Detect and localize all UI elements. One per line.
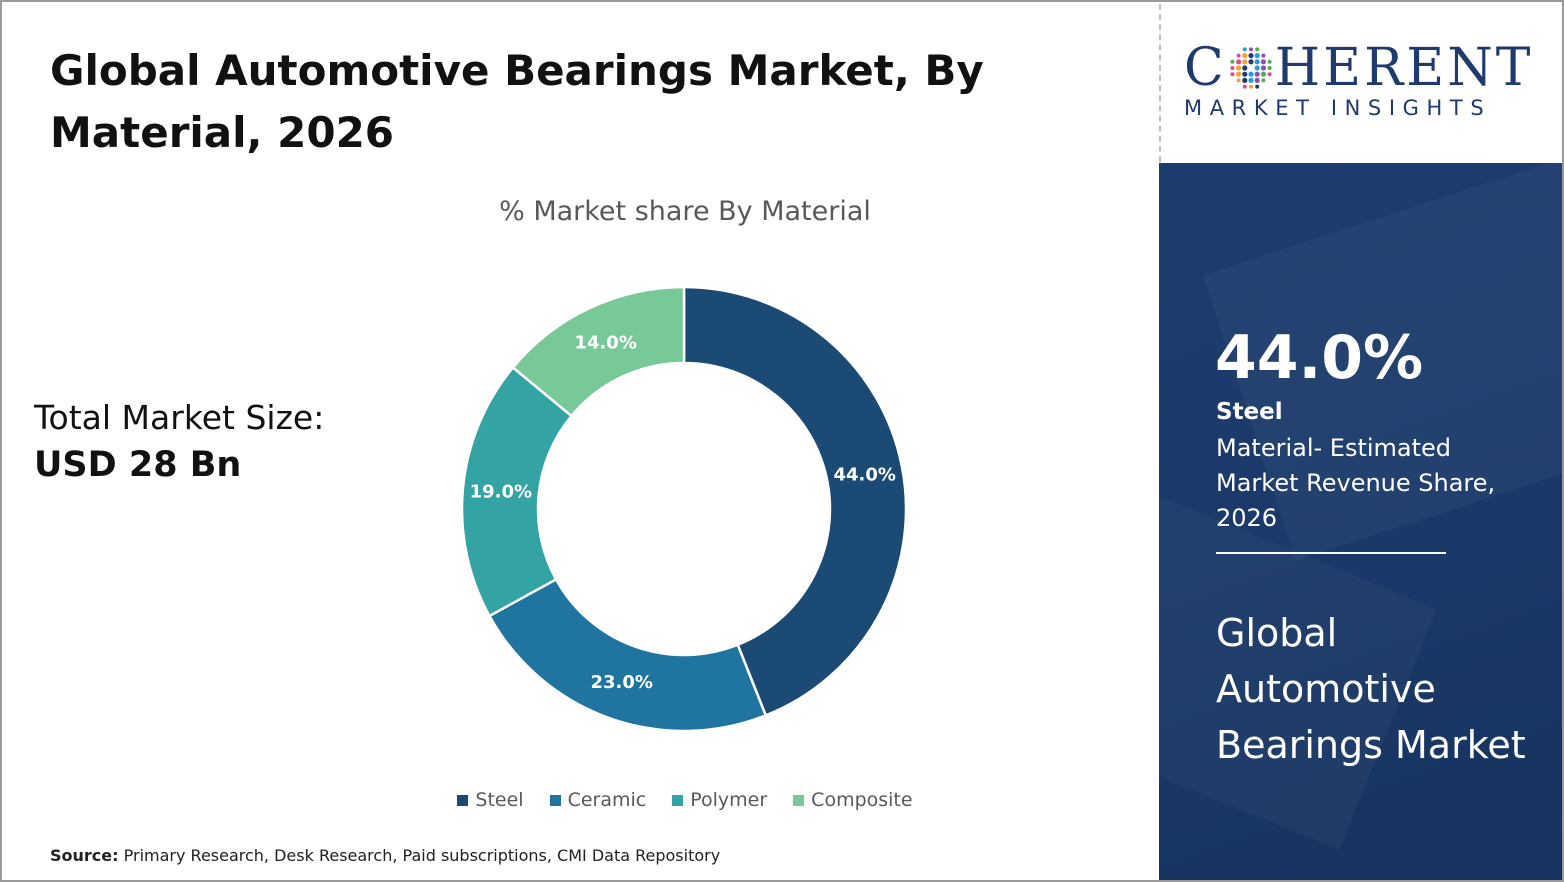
logo-dot	[1261, 53, 1266, 58]
logo-dot	[1248, 53, 1254, 59]
market-size-value: USD 28 Bn	[34, 445, 242, 485]
legend-label-polymer: Polymer	[690, 789, 768, 811]
logo-dot	[1235, 65, 1241, 71]
logo-dot	[1260, 59, 1266, 65]
logo-dot	[1267, 72, 1272, 77]
logo-dot	[1236, 78, 1241, 83]
highlight-description: Material- Estimated Market Revenue Share…	[1216, 434, 1496, 532]
logo-dot	[1230, 72, 1235, 77]
logo-dot	[1254, 84, 1259, 89]
legend-label-ceramic: Ceramic	[567, 789, 647, 811]
donut-label-composite: 14.0%	[574, 333, 636, 354]
logo-dot	[1248, 84, 1253, 89]
legend-swatch-steel	[457, 794, 469, 806]
highlight-market-name: Global Automotive Bearings Market	[1216, 611, 1526, 767]
logo-dot	[1248, 71, 1254, 77]
logo-dot	[1241, 59, 1248, 65]
market-size-label: Total Market Size:	[34, 398, 325, 437]
logo-letters-herent: HERENT	[1274, 38, 1534, 98]
logo-dot	[1230, 66, 1235, 70]
source-note: Source: Primary Research, Desk Research,…	[50, 846, 720, 865]
donut-label-polymer: 19.0%	[470, 482, 532, 503]
highlight-divider	[1216, 552, 1446, 554]
logo-dot	[1261, 78, 1266, 83]
logo-dot	[1242, 84, 1247, 89]
company-logo: C HERENT MARKET INSIGHTS	[1184, 40, 1533, 120]
legend-item-steel: Steel	[457, 789, 524, 811]
legend-label-composite: Composite	[811, 789, 913, 811]
dashed-divider	[1159, 4, 1161, 162]
logo-dot	[1235, 59, 1241, 65]
logo-dot	[1254, 77, 1260, 83]
legend-label-steel: Steel	[475, 789, 524, 811]
donut-label-ceramic: 23.0%	[590, 672, 652, 693]
legend-swatch-composite	[793, 794, 805, 806]
market-size-block: Total Market Size: USD 28 Bn	[34, 396, 324, 490]
highlight-percent: 44.0%	[1215, 323, 1424, 393]
logo-dot	[1242, 47, 1247, 52]
logo-dot	[1241, 53, 1248, 59]
logo-dot	[1267, 66, 1272, 70]
page-title: Global Automotive Bearings Market, By Ma…	[50, 46, 984, 157]
logo-dot	[1241, 77, 1248, 83]
chart-legend: Steel Ceramic Polymer Composite	[380, 789, 990, 811]
logo-dot	[1260, 71, 1266, 77]
chart-title: % Market share By Material	[499, 196, 871, 227]
logo-dot	[1236, 53, 1241, 58]
logo-dot	[1241, 71, 1248, 77]
logo-dot	[1248, 77, 1254, 83]
legend-swatch-ceramic	[549, 794, 561, 806]
logo-dot	[1248, 47, 1253, 52]
legend-item-polymer: Polymer	[672, 789, 767, 811]
highlight-material: Steel	[1216, 399, 1283, 425]
legend-item-composite: Composite	[793, 789, 913, 811]
highlight-panel: 44.0% Steel Material- Estimated Market R…	[1159, 163, 1562, 880]
logo-dot	[1260, 65, 1266, 71]
donut-slice-composite	[511, 285, 686, 418]
logo-dot-globe-icon	[1230, 47, 1272, 89]
donut-label-steel: 44.0%	[834, 465, 896, 486]
source-text: Primary Research, Desk Research, Paid su…	[123, 846, 721, 865]
legend-swatch-polymer	[672, 794, 684, 806]
legend-item-ceramic: Ceramic	[549, 789, 647, 811]
logo-dot	[1254, 47, 1259, 52]
source-label: Source:	[50, 846, 119, 865]
donut-slice-ceramic	[487, 577, 768, 733]
logo-tagline: MARKET INSIGHTS	[1184, 96, 1492, 120]
logo-dot	[1254, 59, 1260, 65]
logo-dot	[1254, 71, 1260, 77]
logo-dot	[1248, 59, 1254, 65]
logo-dot	[1235, 71, 1241, 77]
logo-dot	[1267, 59, 1272, 64]
logo-dot	[1254, 53, 1260, 59]
donut-slice-steel	[682, 285, 908, 718]
logo-dot	[1241, 65, 1248, 71]
logo-wordmark: C HERENT	[1184, 40, 1533, 96]
logo-dot	[1230, 59, 1235, 64]
logo-dot	[1254, 65, 1260, 71]
logo-letter-c: C	[1184, 38, 1227, 98]
